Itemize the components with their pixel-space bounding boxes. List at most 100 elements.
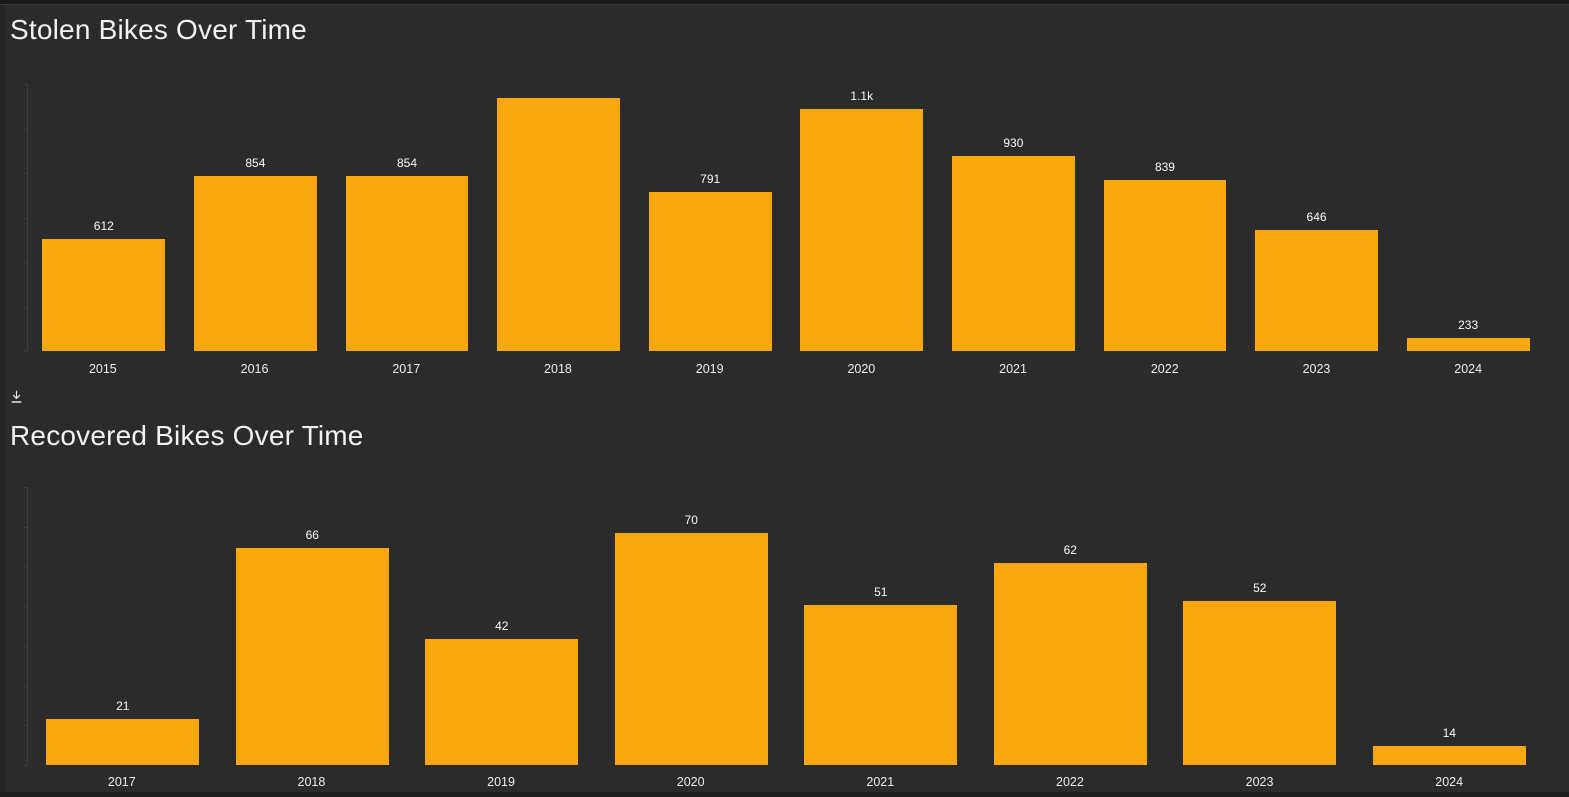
bar-value-label: 1.1k: [850, 89, 874, 104]
bar-value-label: 854: [245, 155, 266, 170]
bar-slot: 21: [28, 487, 218, 765]
category-label: 2015: [88, 362, 117, 376]
category-label: 2017: [107, 775, 136, 789]
bar[interactable]: [951, 155, 1075, 351]
category-label: 2024: [1454, 362, 1483, 376]
category-label: 2023: [1245, 775, 1274, 789]
bar-value-label: 930: [1003, 135, 1024, 150]
category-label: 2018: [544, 362, 572, 376]
plot-area: 612 854 854 791 1.1k 930 839 646 233: [23, 84, 1544, 352]
bar-value-label: 839: [1154, 159, 1175, 174]
bar[interactable]: [614, 532, 768, 765]
bar[interactable]: [993, 563, 1147, 765]
bar-value-label: 791: [700, 172, 721, 187]
category-label: 2023: [1302, 362, 1331, 376]
bar-slot: 66: [218, 487, 408, 765]
bar[interactable]: [235, 547, 389, 765]
bar-slot: 839: [1089, 84, 1241, 351]
bar-slot: 854: [331, 84, 483, 351]
bars-container: 21 66 42 70 51 62 52 14: [28, 487, 1544, 765]
bar-value-label: 51: [874, 585, 888, 600]
bar[interactable]: [1255, 230, 1378, 351]
bar[interactable]: [800, 109, 924, 351]
window-top-edge: [0, 0, 1569, 5]
bar[interactable]: [1406, 338, 1530, 351]
bar-slot: 854: [180, 84, 332, 351]
plot-area: 21 66 42 70 51 62 52 14: [23, 487, 1544, 766]
chart-title: Stolen Bikes Over Time: [10, 14, 307, 45]
bar[interactable]: [345, 175, 469, 351]
bar[interactable]: [804, 605, 958, 765]
category-label: 2021: [999, 362, 1027, 376]
bar-value-label: 612: [93, 219, 114, 233]
y-axis-tick: [23, 128, 27, 130]
y-axis-tick: [23, 566, 27, 568]
bar-slot: 1.1k: [786, 84, 938, 351]
bar[interactable]: [425, 639, 579, 765]
category-label: 2019: [487, 775, 515, 789]
category-label: 2021: [866, 775, 895, 789]
y-axis-tick: [23, 526, 27, 528]
bar[interactable]: [1183, 601, 1337, 765]
bar-value-label: 52: [1253, 581, 1267, 596]
bar[interactable]: [497, 98, 620, 351]
category-label: 2017: [392, 362, 421, 376]
y-axis-tick: [23, 725, 27, 727]
bar[interactable]: [194, 175, 317, 351]
bar-slot: 70: [597, 487, 787, 765]
bar[interactable]: [42, 239, 166, 351]
y-axis-tick: [23, 606, 27, 608]
category-label: 2019: [695, 362, 724, 376]
bar[interactable]: [1372, 746, 1526, 765]
x-axis-labels: 2017 2018 2019 2020 2021 2022 2023 2024: [27, 775, 1544, 790]
y-axis-tick: [23, 765, 27, 766]
bar[interactable]: [648, 192, 772, 351]
category-label: 2020: [676, 775, 705, 789]
y-axis-tick: [23, 685, 27, 687]
bar-slot: 14: [1355, 487, 1545, 765]
bar-value-label: 646: [1306, 210, 1327, 225]
y-axis-tick: [23, 306, 27, 308]
bar-slot: 51: [786, 487, 976, 765]
category-label: 2018: [297, 775, 326, 789]
bar[interactable]: [46, 719, 200, 765]
y-axis-tick: [23, 84, 27, 85]
bars-container: 612 854 854 791 1.1k 930 839 646 233: [28, 84, 1544, 351]
bar-value-label: 21: [116, 699, 130, 714]
bar-slot: 42: [407, 487, 597, 765]
category-label: 2022: [1150, 362, 1179, 376]
y-axis-tick: [23, 645, 27, 647]
bar-slot: 62: [976, 487, 1166, 765]
y-axis-tick: [23, 173, 27, 174]
y-axis-tick: [23, 487, 27, 488]
bar-value-label: 42: [495, 619, 509, 634]
bar-value-label: 66: [305, 527, 319, 542]
y-axis-tick: [23, 217, 27, 219]
y-axis: [23, 487, 28, 766]
bar-slot: 930: [938, 84, 1090, 351]
y-axis: [23, 84, 28, 352]
bar-slot: [483, 84, 635, 351]
bar-slot: 52: [1165, 487, 1355, 765]
download-icon: [11, 390, 22, 403]
bar-value-label: 233: [1458, 318, 1479, 333]
category-label: 2016: [240, 362, 269, 376]
bar-slot: 612: [28, 84, 180, 351]
category-label: 2022: [1056, 775, 1084, 789]
bar[interactable]: [1103, 179, 1227, 351]
bar-slot: 646: [1241, 84, 1393, 351]
window-left-edge: [0, 0, 5, 797]
x-axis-labels: 2015 2016 2017 2018 2019 2020 2021 2022 2023 2024: [27, 362, 1544, 377]
window-bottom-edge: [0, 792, 1569, 797]
download-button[interactable]: [7, 388, 26, 406]
bar-value-label: 62: [1063, 543, 1077, 558]
bar-value-label: 14: [1442, 726, 1456, 740]
chart-title: Recovered Bikes Over Time: [10, 420, 364, 451]
category-label: 2024: [1435, 775, 1464, 789]
bar-value-label: 854: [396, 155, 417, 170]
y-axis-tick: [23, 351, 27, 352]
bar-slot: 791: [634, 84, 786, 351]
category-label: 2020: [847, 362, 876, 376]
bar-slot: 233: [1392, 84, 1544, 351]
